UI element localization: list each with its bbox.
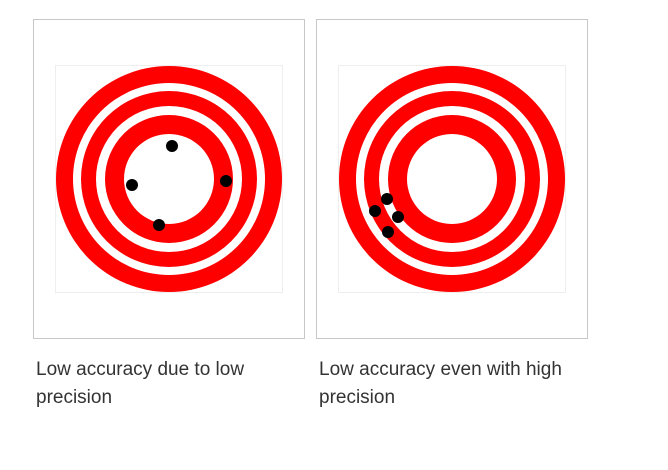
target-frame [55,65,283,293]
target-frame [338,65,566,293]
bullseye [407,134,497,224]
target-panel-low-precision [33,19,305,339]
shot-mark [392,211,404,223]
shot-mark [220,175,232,187]
bullseye [124,134,214,224]
shot-mark [369,205,381,217]
caption-high-precision: Low accuracy even with high precision [319,359,562,408]
bullseye-target [56,66,282,292]
shot-mark [126,179,138,191]
shot-mark [166,140,178,152]
bullseye-target [339,66,565,292]
target-panel-high-precision [316,19,588,339]
shot-mark [382,226,394,238]
shot-group [369,193,404,238]
target-svg [339,66,565,292]
shot-mark [153,219,165,231]
caption-low-precision: Low accuracy due to low precision [36,359,245,408]
shot-mark [381,193,393,205]
target-svg [56,66,282,292]
shot-group [126,140,232,231]
